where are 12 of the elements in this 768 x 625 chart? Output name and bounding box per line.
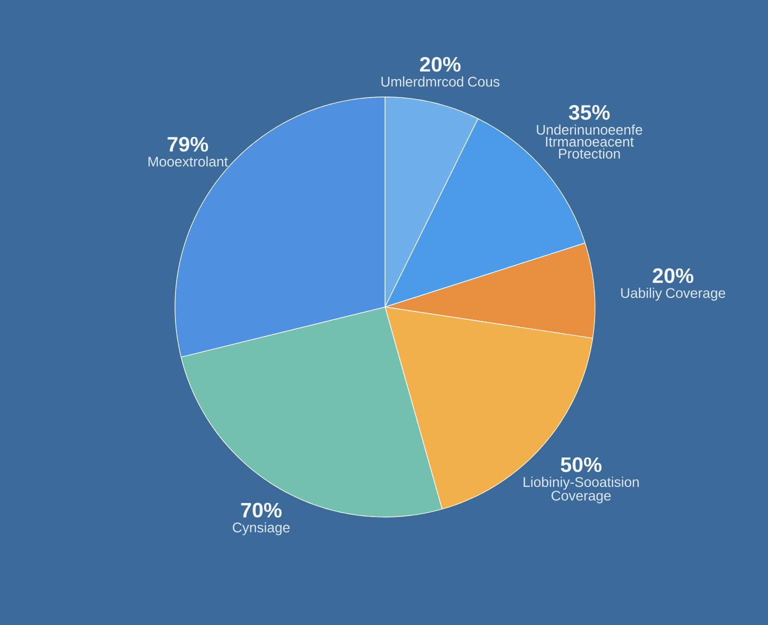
slice-label: Mooextrolant xyxy=(148,156,228,167)
data-label: 50% xyxy=(560,457,602,472)
slice-label: Umlerdmrcod Cous xyxy=(381,76,500,87)
data-label: 20% xyxy=(652,268,694,284)
slice-label: Uabiliy Coverage xyxy=(621,288,726,301)
slice-label: Cynsiage xyxy=(232,522,290,536)
slice-label: Underinunoeenfe Itrmanoeacent Protection xyxy=(536,124,642,159)
data-label: 79% xyxy=(168,136,208,152)
slice-label: Liobiniy-Sooatision Coverage xyxy=(524,476,639,504)
data-label: 35% xyxy=(568,105,610,120)
data-label: 70% xyxy=(241,502,282,518)
data-label: 20% xyxy=(420,56,461,72)
